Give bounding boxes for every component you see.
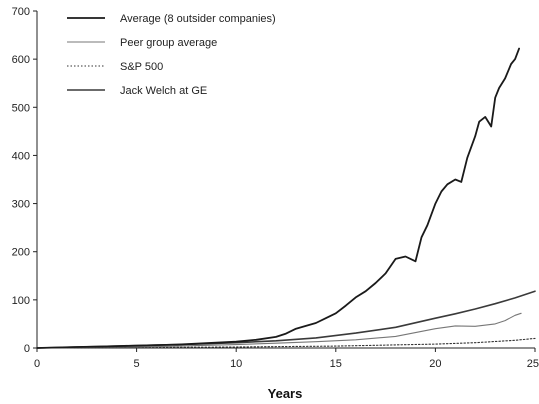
y-tick-label: 300 xyxy=(12,199,30,211)
y-tick-label: 700 xyxy=(12,6,30,18)
x-tick-label: 10 xyxy=(230,358,242,370)
legend-label: S&P 500 xyxy=(120,61,163,73)
series-line-2 xyxy=(36,337,536,349)
series-line-1 xyxy=(36,312,522,349)
x-axis-title: Years xyxy=(268,386,303,401)
y-tick-label: 600 xyxy=(12,54,30,66)
legend: Average (8 outsider companies) Peer group… xyxy=(67,13,276,97)
axes: 0 100 200 300 400 500 600 700 0 5 10 15 20 25 xyxy=(12,6,539,370)
x-tick-label: 15 xyxy=(330,358,342,370)
x-tick-label: 5 xyxy=(134,358,140,370)
y-tick-label: 100 xyxy=(12,295,30,307)
legend-label: Jack Welch at GE xyxy=(120,85,207,97)
y-tick-label: 200 xyxy=(12,247,30,259)
series-layer xyxy=(36,47,536,349)
x-tick-label: 0 xyxy=(34,358,40,370)
x-tick-label: 20 xyxy=(429,358,441,370)
legend-label: Peer group average xyxy=(120,37,217,49)
series-line-0 xyxy=(36,47,520,349)
legend-label: Average (8 outsider companies) xyxy=(120,13,276,25)
series-line-3 xyxy=(36,290,536,349)
y-tick-label: 500 xyxy=(12,102,30,114)
y-tick-label: 400 xyxy=(12,150,30,162)
x-tick-label: 25 xyxy=(527,358,539,370)
y-tick-label: 0 xyxy=(24,343,30,355)
